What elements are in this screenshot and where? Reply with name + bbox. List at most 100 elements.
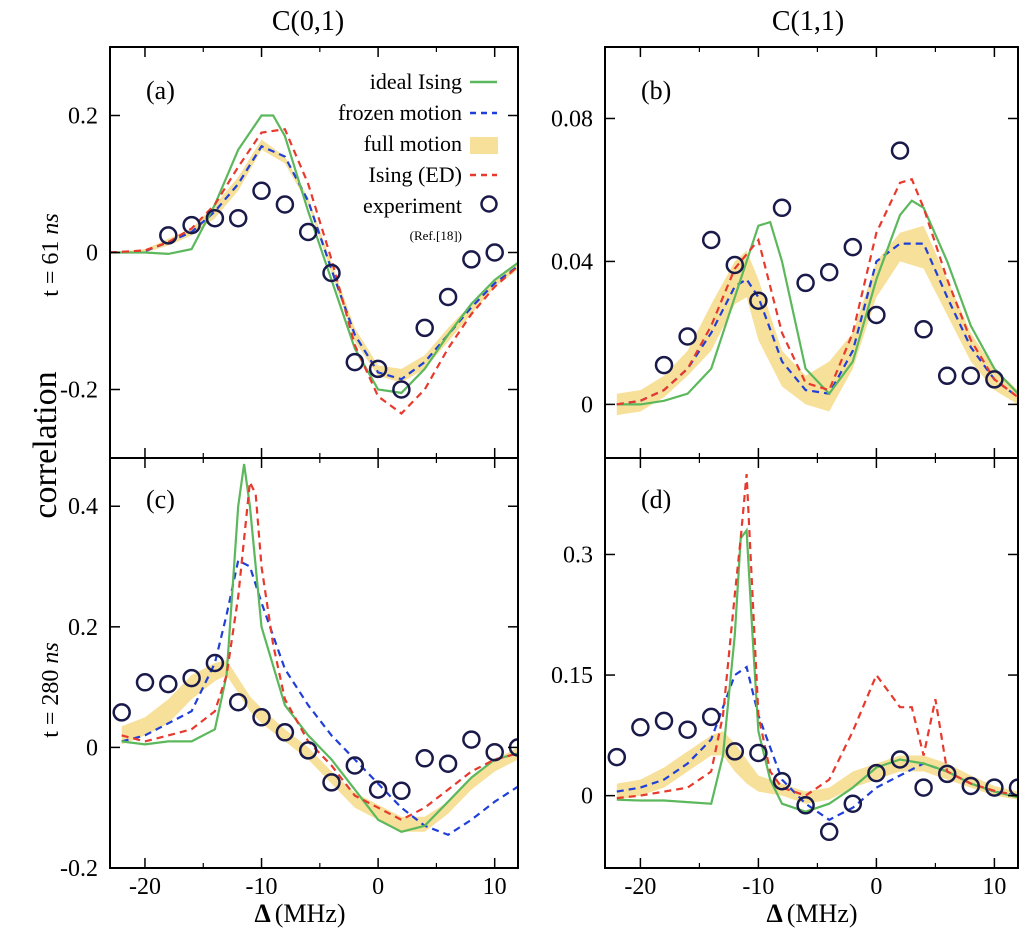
data-point-experiment [392, 781, 411, 801]
series-line-frozen-motion [121, 558, 518, 837]
y-tick-label: 0.15 [551, 663, 593, 689]
x-tick-label: -20 [129, 874, 161, 900]
data-point-experiment [205, 653, 225, 673]
data-point-experiment [796, 796, 815, 815]
data-point-experiment [182, 668, 201, 688]
data-point-experiment [205, 208, 225, 228]
data-point-experiment [485, 742, 504, 762]
legend: ideal Ising frozen motion full motion Is… [338, 69, 498, 243]
x-axis-label-left: Δ (MHz) [254, 899, 345, 928]
data-point-experiment [485, 243, 504, 262]
data-point-experiment [345, 352, 365, 372]
y-tick-label: 0.3 [563, 542, 593, 568]
data-point-experiment [607, 747, 627, 767]
data-point-experiment [462, 250, 481, 269]
axes-frame [604, 457, 1019, 869]
data-point-experiment [298, 222, 318, 242]
data-point-experiment [275, 195, 295, 214]
series-band-full-motion [616, 225, 1018, 416]
legend-label-frozen-motion: frozen motion [338, 100, 462, 125]
series-line-frozen-motion [616, 242, 1018, 406]
data-point-experiment [631, 718, 650, 737]
col-title-right: C(1,1) [772, 6, 844, 37]
data-point-experiment [159, 674, 178, 694]
data-point-experiment [961, 366, 981, 386]
data-point-experiment [819, 262, 839, 282]
plot-area [110, 114, 518, 415]
data-point-experiment [415, 318, 434, 338]
series-line-ideal-ising [616, 527, 1018, 813]
y-tick-label: -0.2 [60, 856, 98, 882]
panel-label: (c) [146, 485, 175, 514]
data-point-experiment [462, 730, 481, 749]
x-tick-label: 10 [982, 874, 1006, 900]
data-point-experiment [298, 741, 318, 760]
legend-swatch-experiment [480, 195, 498, 213]
plot-area [607, 473, 1018, 842]
series-line-ideal-ising [121, 463, 518, 833]
data-point-experiment [322, 773, 341, 792]
data-point-experiment [914, 778, 933, 797]
data-point-experiment [368, 780, 388, 799]
panel-d: -20 -10 0 10 0 0.15 0.3 (d) [551, 457, 1019, 900]
data-point-experiment [701, 707, 721, 727]
series-line-ising-ed [616, 473, 1018, 800]
x-axis-label-right: Δ (MHz) [766, 899, 857, 928]
data-point-experiment [749, 291, 768, 310]
data-point-experiment [890, 750, 910, 769]
data-point-experiment [135, 673, 155, 692]
data-point-experiment [345, 756, 365, 775]
data-point-experiment [678, 720, 697, 739]
panel-label: (d) [641, 485, 671, 514]
row-label-bottom: t = 280 ns [38, 642, 64, 738]
data-point-experiment [438, 754, 458, 773]
series-band-full-motion [616, 731, 1018, 804]
panel-b: 0 0.04 0.08 (b) [551, 46, 1019, 459]
y-tick-label: 0 [86, 241, 98, 267]
panel-label: (a) [146, 76, 175, 105]
legend-label-ideal-ising: ideal Ising [370, 69, 462, 94]
data-point-experiment [159, 226, 178, 245]
x-tick-label: -10 [246, 874, 278, 900]
data-point-experiment [182, 215, 201, 235]
x-tick-label: -10 [742, 874, 774, 900]
data-point-experiment [819, 822, 839, 842]
x-tick-label: -20 [624, 874, 656, 900]
panel-label: (b) [641, 76, 671, 105]
series-line-ideal-ising [110, 114, 518, 395]
series-line-ising-ed [110, 127, 518, 415]
data-point-experiment [415, 749, 434, 768]
row-label-top: t = 61 ns [38, 213, 64, 297]
data-point-experiment [112, 703, 131, 722]
plot-area [112, 463, 518, 837]
y-tick-label: 0 [581, 784, 593, 810]
y-tick-label: 0 [581, 392, 593, 418]
plot-area [616, 141, 1018, 416]
y-tick-label: -0.2 [60, 378, 98, 404]
data-point-experiment [701, 230, 721, 250]
data-point-experiment [252, 181, 271, 201]
data-point-experiment [796, 273, 815, 293]
data-point-experiment [252, 708, 271, 727]
data-point-experiment [654, 355, 674, 375]
legend-swatch-full-motion [470, 137, 498, 154]
data-point-experiment [275, 723, 295, 742]
series-line-ideal-ising [616, 199, 1018, 406]
series-line-ising-ed [121, 478, 518, 822]
data-point-experiment [392, 380, 411, 399]
col-title-left: C(0,1) [272, 6, 344, 37]
axes-frame [109, 457, 519, 869]
y-tick-label: 0.2 [68, 104, 98, 130]
data-point-experiment [725, 742, 745, 761]
data-point-experiment [890, 141, 910, 160]
data-point-experiment [725, 255, 745, 275]
data-point-experiment [438, 287, 458, 307]
data-point-experiment [678, 327, 697, 346]
data-point-experiment [228, 692, 248, 712]
legend-label-full-motion: full motion [364, 131, 462, 156]
data-point-experiment [772, 198, 792, 218]
x-tick-label: 0 [870, 874, 882, 900]
data-point-experiment [843, 237, 863, 257]
y-tick-label: 0.04 [551, 249, 593, 275]
